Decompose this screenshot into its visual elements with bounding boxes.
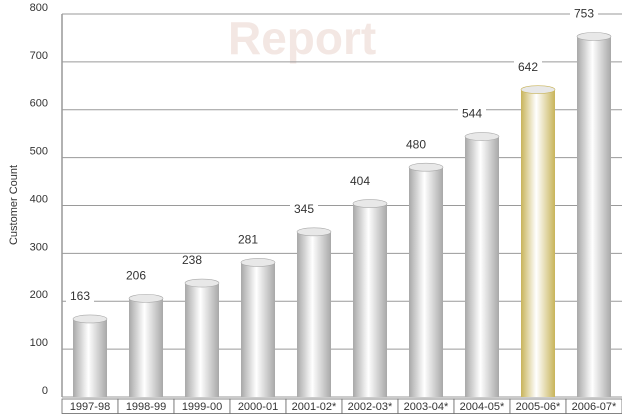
bar-cap <box>352 199 388 208</box>
y-tick-label: 200 <box>30 289 48 301</box>
x-tick-label: 2000-01 <box>238 401 278 413</box>
value-label: 753 <box>574 7 594 21</box>
bar-cap <box>240 258 276 267</box>
value-label: 206 <box>126 269 146 283</box>
bar-cap <box>576 32 612 41</box>
x-tick-label: 2005-06* <box>516 401 561 413</box>
value-label-bg <box>514 60 542 75</box>
bar-cap <box>408 162 444 172</box>
bar <box>241 262 275 397</box>
x-tick-label: 2006-07* <box>572 401 617 413</box>
bar <box>465 136 499 397</box>
bar-cap <box>296 227 332 237</box>
y-tick-label: 700 <box>30 50 48 62</box>
bar-cap <box>520 85 556 94</box>
x-tick-label: 1997-98 <box>70 401 110 413</box>
x-tick-label: 1999-00 <box>182 401 222 413</box>
value-label: 281 <box>238 233 258 247</box>
x-tick-label: 1998-99 <box>126 401 166 413</box>
value-label-bg <box>66 289 94 304</box>
x-tick-label: 2001-02* <box>292 401 337 413</box>
bar <box>521 89 555 397</box>
value-label: 544 <box>462 107 482 121</box>
x-tick-label: 2002-03* <box>348 401 393 413</box>
value-label: 238 <box>182 253 202 267</box>
bar <box>297 231 331 397</box>
y-tick-label: 600 <box>30 98 48 110</box>
bar <box>73 318 107 397</box>
bar <box>185 283 219 397</box>
y-tick-label: 300 <box>30 241 48 253</box>
value-label-bg <box>122 269 150 284</box>
value-label: 345 <box>294 202 314 216</box>
value-label: 642 <box>518 60 538 74</box>
y-tick-label: 400 <box>30 193 48 205</box>
value-label-bg <box>402 138 430 153</box>
value-label: 480 <box>406 137 426 151</box>
bar <box>409 167 443 397</box>
bar <box>129 298 163 397</box>
bar-cap <box>128 294 164 303</box>
bar-cap <box>464 132 500 141</box>
x-tick-label: 2003-04* <box>404 401 449 413</box>
value-label-bg <box>458 107 486 122</box>
y-tick-label: 800 <box>30 2 48 14</box>
value-label-bg <box>346 174 374 189</box>
y-tick-label: 500 <box>30 146 48 158</box>
value-label: 404 <box>350 174 370 188</box>
bar <box>353 203 387 397</box>
y-axis-label: Customer Count <box>8 165 20 245</box>
value-label-bg <box>178 254 206 269</box>
y-tick-label: 0 <box>42 385 48 397</box>
value-label-bg <box>234 233 262 248</box>
y-tick-label: 100 <box>30 337 48 349</box>
value-label: 163 <box>70 289 90 303</box>
x-tick-label: 2004-05* <box>460 401 505 413</box>
bar <box>577 36 611 397</box>
watermark: Report <box>228 12 376 64</box>
bar-cap <box>72 314 108 324</box>
value-label-bg <box>290 202 318 217</box>
bar-cap <box>184 278 220 288</box>
value-label-bg <box>570 7 598 22</box>
